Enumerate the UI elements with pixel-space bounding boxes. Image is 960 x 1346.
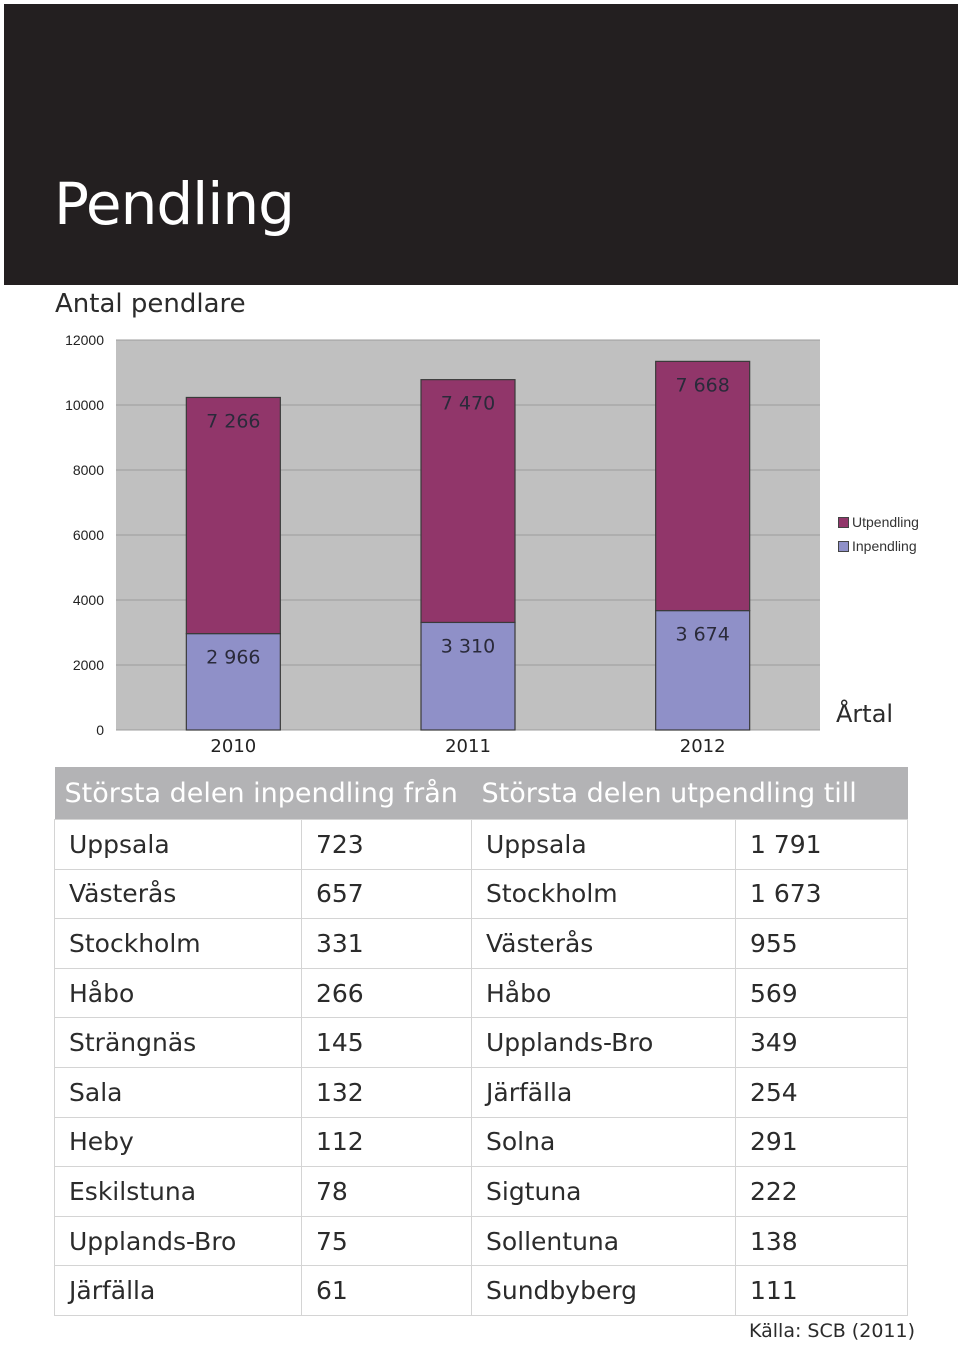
cell-utpendling-place: Västerås	[471, 918, 736, 969]
y-tick-label: 10000	[65, 397, 104, 413]
table-row: Stockholm 331 Västerås 955	[54, 918, 908, 969]
pendling-table: Största delen inpendling från Största de…	[54, 767, 908, 1316]
table-body: Uppsala 723 Uppsala 1 791 Västerås 657 Stockho…	[54, 819, 908, 1316]
legend-label-inpendling: Inpendling	[852, 538, 917, 554]
table-row: Järfälla 61 Sundbyberg 111	[54, 1265, 908, 1316]
table-row: Sala 132 Järfälla 254	[54, 1066, 908, 1118]
table-row: Håbo 266 Håbo 569	[54, 967, 908, 1019]
x-tick-label: 2012	[680, 736, 726, 757]
header-utpendling: Största delen utpendling till	[471, 767, 908, 820]
chart-legend: Utpendling Inpendling	[822, 486, 934, 572]
cell-inpendling-value: 145	[301, 1017, 472, 1068]
x-axis-title: Årtal	[836, 700, 894, 728]
legend-label-utpendling: Utpendling	[852, 514, 919, 530]
data-label: 3 310	[441, 635, 495, 657]
chart-title: Antal pendlare	[55, 289, 246, 319]
y-tick-label: 2000	[73, 657, 104, 673]
cell-inpendling-value: 78	[301, 1166, 472, 1217]
cell-inpendling-place: Eskilstuna	[54, 1166, 302, 1217]
y-tick-label: 6000	[73, 527, 104, 543]
legend-item-utpendling: Utpendling	[838, 514, 919, 530]
cell-inpendling-place: Upplands-Bro	[54, 1215, 302, 1267]
legend-swatch-inpendling	[838, 540, 849, 552]
cell-inpendling-value: 331	[301, 918, 472, 969]
cell-inpendling-place: Sala	[54, 1066, 302, 1118]
bar-utpendling-2010	[185, 396, 281, 635]
y-tick-label: 0	[96, 722, 104, 738]
cell-inpendling-place: Järfälla	[54, 1265, 302, 1316]
table-row: Eskilstuna 78 Sigtuna 222	[54, 1166, 908, 1217]
cell-utpendling-place: Solna	[471, 1116, 736, 1168]
cell-inpendling-value: 112	[301, 1116, 472, 1168]
data-label: 2 966	[206, 647, 260, 669]
page-title: Pendling	[54, 170, 295, 238]
table-row: Heby 112 Solna 291	[54, 1116, 908, 1168]
cell-utpendling-value: 222	[735, 1166, 908, 1217]
cell-utpendling-value: 254	[735, 1066, 908, 1118]
cell-inpendling-value: 75	[301, 1215, 472, 1267]
legend-item-inpendling: Inpendling	[838, 538, 917, 554]
source-note: Källa: SCB (2011)	[749, 1320, 915, 1342]
cell-inpendling-place: Håbo	[54, 967, 302, 1019]
table-header-row: Största delen inpendling från Största de…	[54, 767, 908, 820]
cell-utpendling-place: Järfälla	[471, 1066, 736, 1118]
cell-inpendling-value: 266	[301, 967, 472, 1019]
legend-swatch-utpendling	[838, 516, 849, 528]
cell-inpendling-place: Uppsala	[54, 819, 302, 870]
y-tick-label: 12000	[65, 332, 104, 348]
y-tick-label: 4000	[73, 592, 104, 608]
cell-utpendling-place: Håbo	[471, 967, 736, 1019]
header-band	[4, 4, 958, 285]
header-inpendling: Största delen inpendling från	[54, 767, 472, 820]
cell-inpendling-value: 132	[301, 1066, 472, 1118]
cell-utpendling-place: Sundbyberg	[471, 1265, 736, 1316]
cell-utpendling-place: Upplands-Bro	[471, 1017, 736, 1068]
bar-utpendling-2011	[420, 379, 516, 624]
cell-utpendling-value: 138	[735, 1215, 908, 1267]
cell-utpendling-place: Stockholm	[471, 868, 736, 920]
data-label: 3 674	[675, 624, 729, 646]
cell-inpendling-value: 61	[301, 1265, 472, 1316]
data-label: 7 266	[206, 410, 260, 432]
cell-inpendling-place: Heby	[54, 1116, 302, 1168]
table-row: Strängnäs 145 Upplands-Bro 349	[54, 1017, 908, 1068]
cell-utpendling-value: 1 791	[735, 819, 908, 870]
cell-utpendling-value: 1 673	[735, 868, 908, 920]
cell-inpendling-place: Strängnäs	[54, 1017, 302, 1068]
bar-inpendling-2011	[420, 621, 516, 731]
bar-inpendling-2012	[655, 609, 751, 731]
cell-inpendling-value: 723	[301, 819, 472, 870]
cell-utpendling-value: 569	[735, 967, 908, 1019]
stacked-bar-chart: 0 2000 4000 6000 8000 10000 12000 2 966 7 266 201…	[65, 332, 820, 757]
cell-inpendling-place: Västerås	[54, 868, 302, 920]
table-row: Upplands-Bro 75 Sollentuna 138	[54, 1215, 908, 1267]
x-tick-label: 2010	[210, 736, 256, 757]
y-tick-label: 8000	[73, 462, 104, 478]
data-label: 7 668	[675, 374, 729, 396]
cell-utpendling-place: Sollentuna	[471, 1215, 736, 1267]
table-row: Uppsala 723 Uppsala 1 791	[54, 819, 908, 870]
cell-utpendling-place: Uppsala	[471, 819, 736, 870]
cell-inpendling-value: 657	[301, 868, 472, 920]
table-row: Västerås 657 Stockholm 1 673	[54, 868, 908, 920]
bar-utpendling-2012	[655, 360, 751, 612]
data-label: 7 470	[441, 393, 495, 415]
cell-utpendling-value: 291	[735, 1116, 908, 1168]
cell-utpendling-place: Sigtuna	[471, 1166, 736, 1217]
cell-utpendling-value: 955	[735, 918, 908, 969]
cell-utpendling-value: 111	[735, 1265, 908, 1316]
x-tick-label: 2011	[445, 736, 491, 757]
cell-utpendling-value: 349	[735, 1017, 908, 1068]
cell-inpendling-place: Stockholm	[54, 918, 302, 969]
